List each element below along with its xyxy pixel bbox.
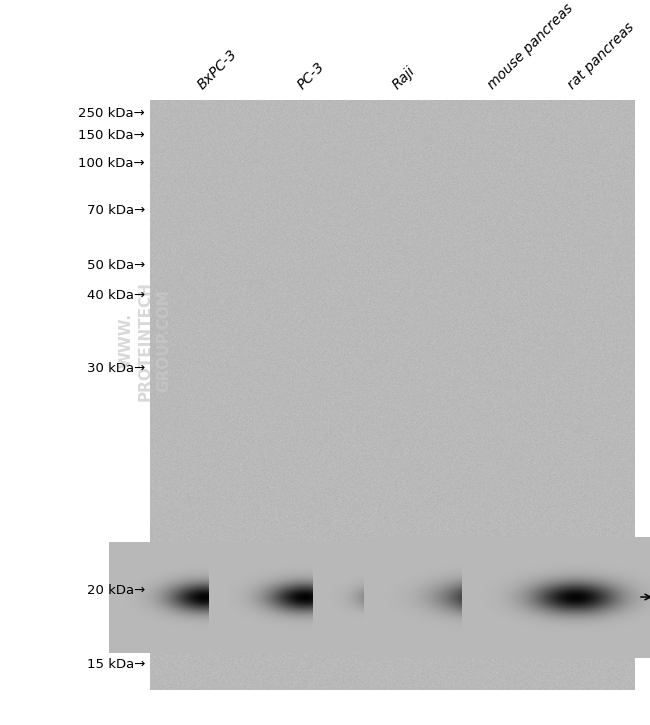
Text: 70 kDa→: 70 kDa→ bbox=[86, 204, 145, 217]
Text: 50 kDa→: 50 kDa→ bbox=[86, 259, 145, 271]
Text: 40 kDa→: 40 kDa→ bbox=[87, 289, 145, 302]
Text: rat pancreas: rat pancreas bbox=[565, 20, 637, 92]
Text: 150 kDa→: 150 kDa→ bbox=[78, 128, 145, 141]
Text: 30 kDa→: 30 kDa→ bbox=[86, 362, 145, 375]
Text: 20 kDa→: 20 kDa→ bbox=[86, 584, 145, 597]
Text: WWW.
PROTEINTECH
GROUP.COM: WWW. PROTEINTECH GROUP.COM bbox=[119, 281, 171, 401]
Text: BxPC-3: BxPC-3 bbox=[195, 47, 240, 92]
Text: 15 kDa→: 15 kDa→ bbox=[86, 658, 145, 671]
Text: 100 kDa→: 100 kDa→ bbox=[79, 157, 145, 170]
Text: mouse pancreas: mouse pancreas bbox=[485, 1, 576, 92]
Text: Raji: Raji bbox=[390, 64, 419, 92]
Text: PC-3: PC-3 bbox=[295, 59, 328, 92]
Text: 250 kDa→: 250 kDa→ bbox=[78, 107, 145, 120]
